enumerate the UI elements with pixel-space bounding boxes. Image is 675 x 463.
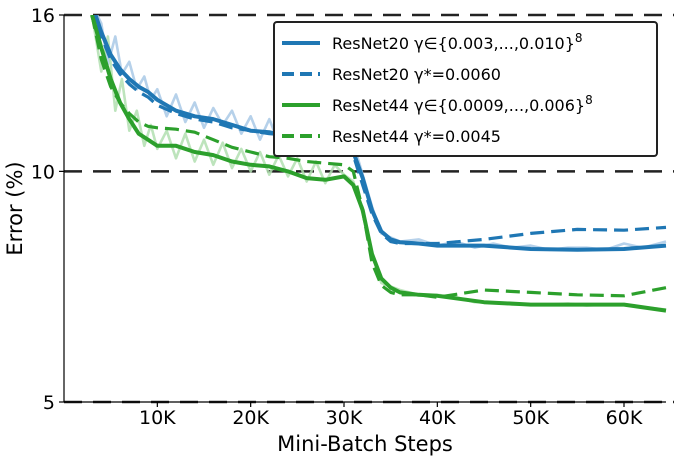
- legend-label-2: ResNet44 γ∈{0.0009,...,0.006}8: [332, 93, 593, 115]
- x-tick-label: 20K: [232, 407, 269, 429]
- tick-labels: 5 10 16 10K 20K 30K 40K 50K 60K: [31, 5, 643, 429]
- x-tick-label: 30K: [326, 407, 363, 429]
- legend-label-1: ResNet20 γ*=0.0060: [332, 65, 501, 84]
- legend-box: [273, 21, 658, 157]
- x-tick-label: 10K: [139, 407, 176, 429]
- legend: ResNet20 γ∈{0.003,...,0.010}8 ResNet20 γ*…: [273, 21, 658, 157]
- y-axis-label: Error (%): [3, 161, 27, 255]
- x-tick-label: 40K: [419, 407, 456, 429]
- legend-label-0: ResNet20 γ∈{0.003,...,0.010}8: [332, 31, 583, 53]
- legend-label-3: ResNet44 γ*=0.0045: [332, 127, 501, 146]
- x-tick-label: 60K: [606, 407, 643, 429]
- y-tick-label: 10: [31, 161, 55, 183]
- y-tick-label: 16: [31, 5, 55, 27]
- x-axis-label: Mini-Batch Steps: [277, 432, 453, 456]
- series-line-2: [90, 15, 667, 313]
- x-tick-label: 50K: [512, 407, 549, 429]
- y-tick-label: 5: [43, 392, 55, 414]
- axes: [63, 15, 666, 403]
